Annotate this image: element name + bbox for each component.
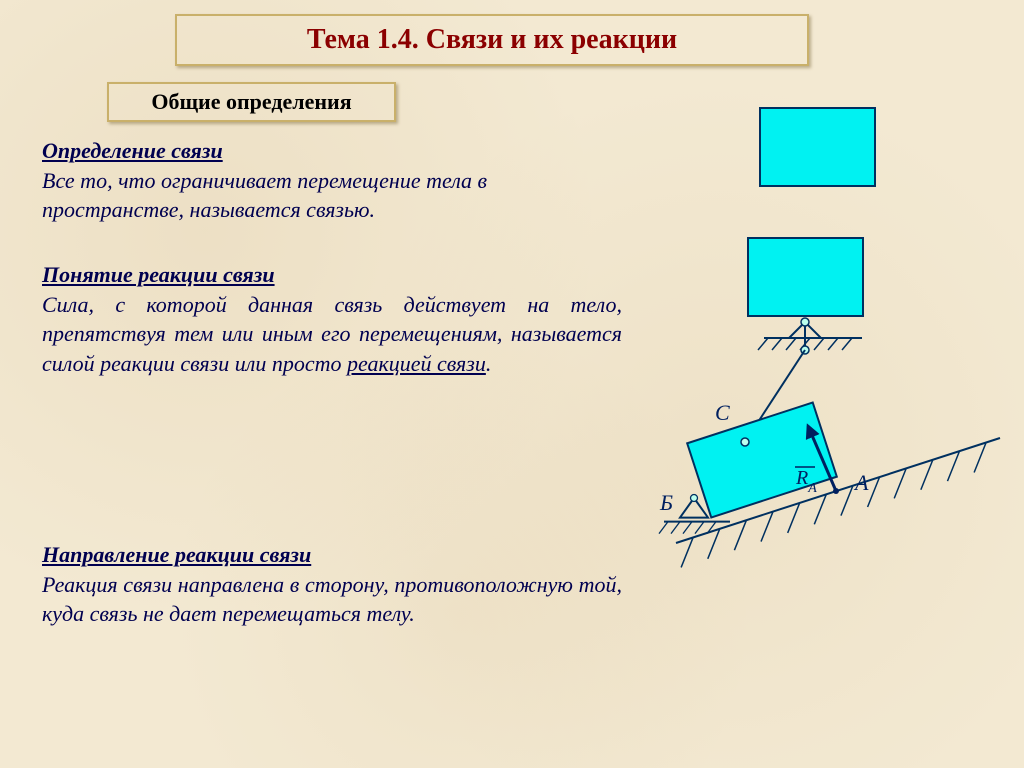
svg-text:C: C — [715, 400, 730, 425]
svg-text:Б: Б — [659, 490, 673, 515]
mechanics-diagram: CAБRA — [0, 0, 1024, 768]
svg-text:A: A — [853, 470, 869, 495]
